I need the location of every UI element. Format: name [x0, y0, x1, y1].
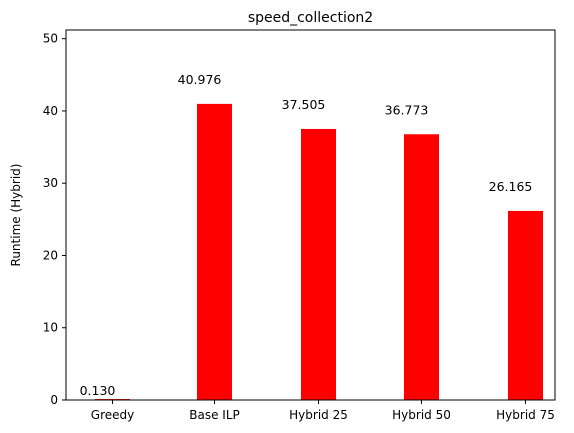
- bar-value-label: 37.505: [282, 97, 326, 112]
- x-tick-label: Hybrid 25: [289, 408, 348, 422]
- y-tick-label: 40: [43, 104, 58, 118]
- plot-frame: [65, 29, 556, 401]
- bar-value-label: 0.130: [80, 383, 116, 398]
- y-axis-label: Runtime (Hybrid): [9, 164, 23, 267]
- chart-title: speed_collection2: [248, 10, 373, 26]
- x-tick-label: Greedy: [91, 408, 134, 422]
- y-tick-label: 30: [43, 176, 58, 190]
- x-tick-label: Hybrid 50: [392, 408, 451, 422]
- x-tick-label: Hybrid 75: [496, 408, 555, 422]
- bar: [197, 103, 232, 401]
- bar: [508, 210, 543, 400]
- y-tick-label: 0: [50, 393, 58, 407]
- bar-value-label: 26.165: [489, 179, 533, 194]
- plot-area: [95, 103, 543, 401]
- x-tick-label: Base ILP: [189, 408, 240, 422]
- y-tick-label: 20: [43, 248, 58, 262]
- bar-value-label: 36.773: [385, 102, 429, 117]
- y-tick-label: 50: [43, 32, 58, 46]
- bar: [404, 134, 439, 400]
- bar: [301, 128, 336, 400]
- bar-value-label: 40.976: [178, 72, 222, 87]
- y-tick-label: 10: [43, 321, 58, 335]
